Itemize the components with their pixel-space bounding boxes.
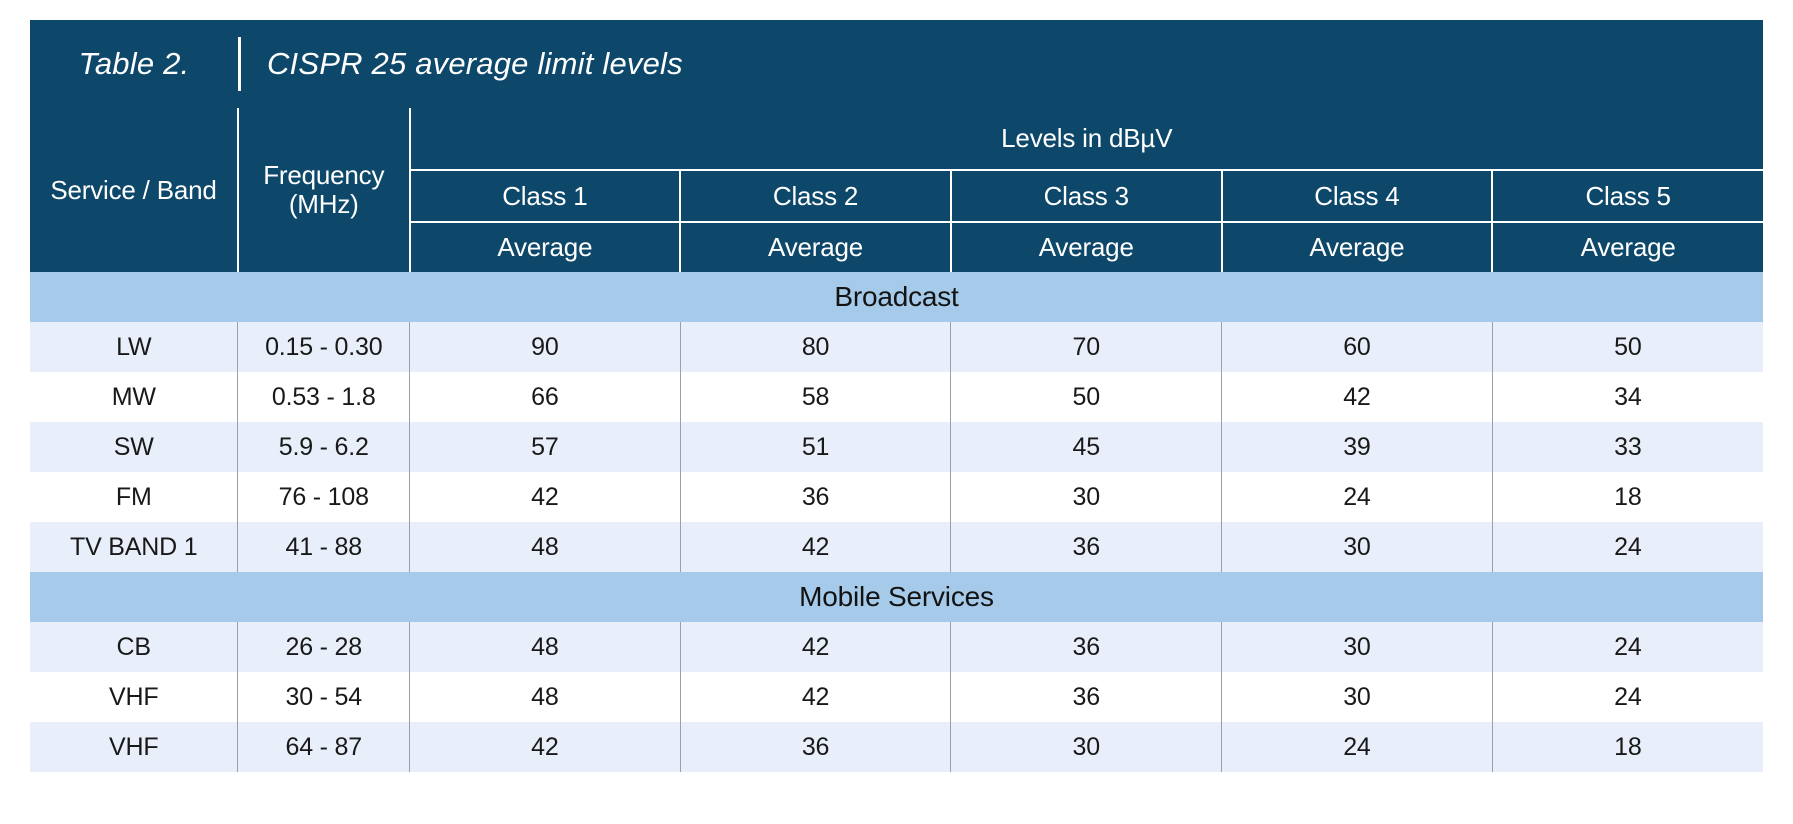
value-cell-class-1: 48	[409, 522, 681, 572]
frequency-cell: 30 - 54	[237, 672, 410, 722]
value-cell-class-3: 30	[950, 472, 1222, 522]
value-cell-class-5: 50	[1491, 322, 1763, 372]
band-cell: CB	[30, 622, 238, 672]
value-cell-class-2: 42	[679, 672, 951, 722]
value-cell-class-2: 42	[679, 522, 951, 572]
title-divider-bar	[237, 37, 241, 91]
value-cell-class-5: 24	[1491, 522, 1763, 572]
section-title: Broadcast	[30, 272, 1763, 322]
value-cell-class-4: 30	[1221, 672, 1493, 722]
value-cell-class-1: 90	[409, 322, 681, 372]
value-cell-class-2: 36	[679, 472, 951, 522]
subheader-average-class-5: Average	[1491, 222, 1763, 272]
table-number-cell: Table 2.	[30, 20, 238, 108]
table-row: LW 0.15 - 0.30 90 80 70 60 50	[30, 322, 1763, 372]
value-cell-class-5: 34	[1491, 372, 1763, 422]
value-cell-class-2: 80	[679, 322, 951, 372]
value-cell-class-3: 36	[950, 622, 1222, 672]
value-cell-class-5: 18	[1491, 722, 1763, 772]
subheader-average-class-1: Average	[409, 222, 681, 272]
levels-caption: Levels in dBµV	[409, 108, 1763, 171]
class-header-row: Class 1 Class 2 Class 3 Class 4 Class 5	[30, 170, 1763, 223]
value-cell-class-1: 42	[409, 722, 681, 772]
frequency-cell: 76 - 108	[237, 472, 410, 522]
value-cell-class-3: 30	[950, 722, 1222, 772]
value-cell-class-1: 57	[409, 422, 681, 472]
column-header-class-4: Class 4	[1220, 170, 1493, 223]
table-title-cell: CISPR 25 average limit levels	[237, 20, 1763, 108]
value-cell-class-3: 50	[950, 372, 1222, 422]
table-row: SW 5.9 - 6.2 57 51 45 39 33	[30, 422, 1763, 472]
band-cell: LW	[30, 322, 238, 372]
column-header-service-band: Service / Band	[30, 108, 239, 272]
value-cell-class-5: 33	[1491, 422, 1763, 472]
section-header-row: Broadcast	[30, 272, 1763, 322]
table-title: CISPR 25 average limit levels	[266, 46, 683, 81]
average-subheader-row: Average Average Average Average Average	[30, 222, 1763, 272]
subheader-average-class-2: Average	[679, 222, 951, 272]
column-header-class-5: Class 5	[1491, 170, 1763, 223]
value-cell-class-3: 36	[950, 672, 1222, 722]
band-cell: SW	[30, 422, 238, 472]
value-cell-class-1: 48	[409, 672, 681, 722]
value-cell-class-4: 60	[1221, 322, 1493, 372]
table-row: TV BAND 1 41 - 88 48 42 36 30 24	[30, 522, 1763, 572]
value-cell-class-2: 42	[679, 622, 951, 672]
section-header-row: Mobile Services	[30, 572, 1763, 622]
value-cell-class-3: 70	[950, 322, 1222, 372]
column-header-frequency: Frequency (MHz)	[237, 108, 411, 272]
frequency-label-line1: Frequency	[263, 159, 385, 190]
table-body: Broadcast LW 0.15 - 0.30 90 80 70 60 50 MW 0.53 -…	[30, 272, 1763, 772]
frequency-label-line2: (MHz)	[288, 189, 359, 219]
value-cell-class-2: 51	[679, 422, 951, 472]
document-page: Table 2. CISPR 25 average limit levels S…	[30, 20, 1763, 772]
frequency-cell: 26 - 28	[237, 622, 410, 672]
table-row: VHF 64 - 87 42 36 30 24 18	[30, 722, 1763, 772]
band-cell: TV BAND 1	[30, 522, 238, 572]
value-cell-class-3: 45	[950, 422, 1222, 472]
table-row: FM 76 - 108 42 36 30 24 18	[30, 472, 1763, 522]
value-cell-class-4: 39	[1221, 422, 1493, 472]
frequency-cell: 0.53 - 1.8	[237, 372, 410, 422]
column-header-class-2: Class 2	[679, 170, 951, 223]
value-cell-class-4: 24	[1221, 722, 1493, 772]
band-cell: VHF	[30, 672, 238, 722]
subheader-average-class-4: Average	[1220, 222, 1493, 272]
band-cell: VHF	[30, 722, 238, 772]
levels-caption-row: Service / Band Frequency (MHz) Levels in…	[30, 108, 1763, 272]
subheader-average-class-3: Average	[949, 222, 1222, 272]
table-header: Table 2. CISPR 25 average limit levels S…	[30, 20, 1763, 272]
value-cell-class-2: 36	[679, 722, 951, 772]
value-cell-class-4: 30	[1221, 622, 1493, 672]
value-cell-class-1: 48	[409, 622, 681, 672]
value-cell-class-4: 42	[1221, 372, 1493, 422]
table-number: Table 2.	[78, 46, 190, 81]
frequency-cell: 5.9 - 6.2	[237, 422, 410, 472]
value-cell-class-4: 24	[1221, 472, 1493, 522]
frequency-cell: 0.15 - 0.30	[237, 322, 410, 372]
table-row: MW 0.53 - 1.8 66 58 50 42 34	[30, 372, 1763, 422]
table-row: VHF 30 - 54 48 42 36 30 24	[30, 672, 1763, 722]
table-row: CB 26 - 28 48 42 36 30 24	[30, 622, 1763, 672]
value-cell-class-3: 36	[950, 522, 1222, 572]
value-cell-class-1: 66	[409, 372, 681, 422]
band-cell: MW	[30, 372, 238, 422]
value-cell-class-1: 42	[409, 472, 681, 522]
band-cell: FM	[30, 472, 238, 522]
column-header-class-1: Class 1	[409, 170, 681, 223]
frequency-cell: 41 - 88	[237, 522, 410, 572]
value-cell-class-5: 24	[1491, 622, 1763, 672]
frequency-cell: 64 - 87	[237, 722, 410, 772]
value-cell-class-5: 24	[1491, 672, 1763, 722]
column-header-class-3: Class 3	[949, 170, 1222, 223]
value-cell-class-4: 30	[1221, 522, 1493, 572]
value-cell-class-5: 18	[1491, 472, 1763, 522]
value-cell-class-2: 58	[679, 372, 951, 422]
section-title: Mobile Services	[30, 572, 1763, 622]
cispr-25-average-limits-table: Table 2. CISPR 25 average limit levels S…	[30, 20, 1763, 772]
title-row: Table 2. CISPR 25 average limit levels	[30, 20, 1763, 108]
